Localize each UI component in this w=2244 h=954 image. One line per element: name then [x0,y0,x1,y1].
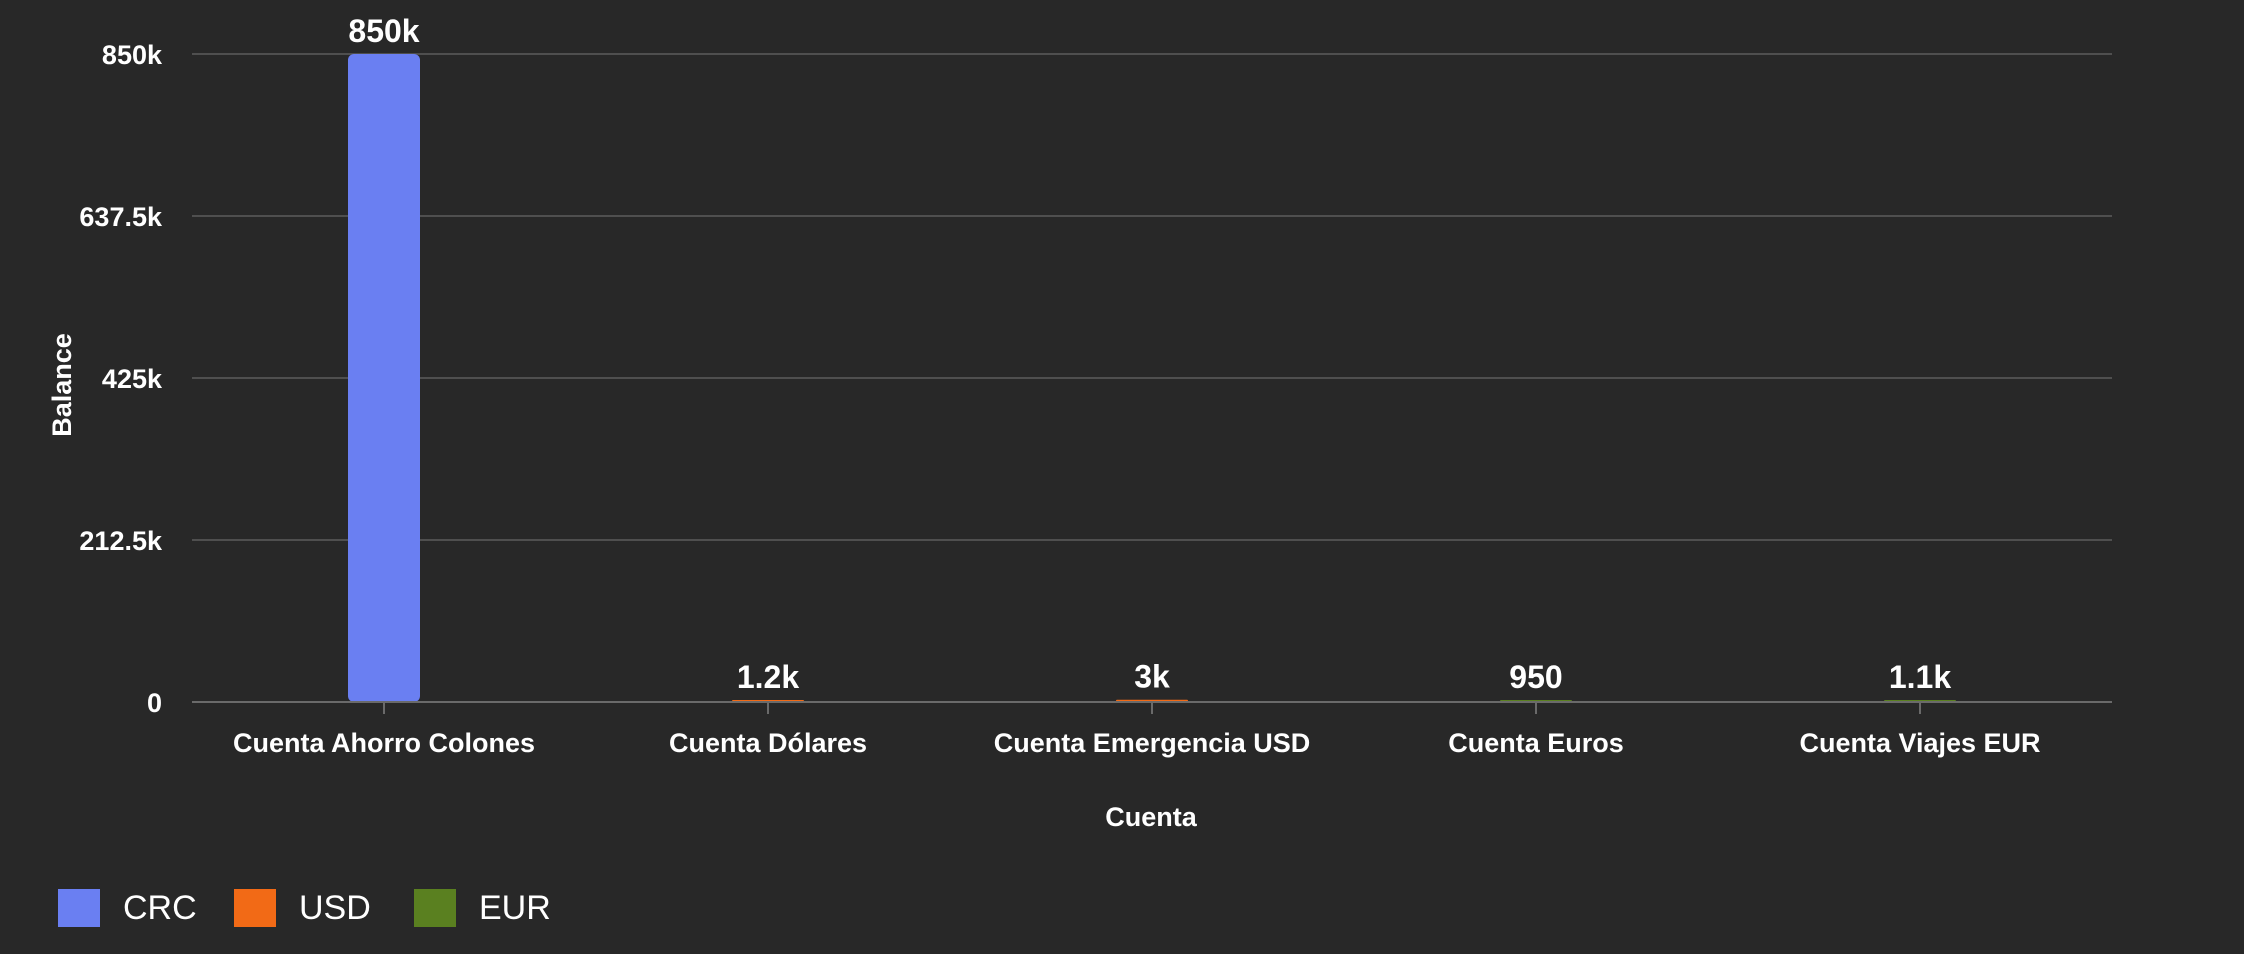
y-tick-label: 637.5k [79,202,163,232]
data-label: 850k [348,13,419,49]
y-axis-ticks: 0 212.5k 425k 637.5k 850k [79,40,163,718]
y-tick-label: 212.5k [79,526,163,556]
data-label: 950 [1509,659,1562,695]
legend-label-crc[interactable]: CRC [123,889,197,927]
x-axis-title: Cuenta [1105,802,1197,832]
data-label: 3k [1134,659,1170,695]
data-label: 1.2k [737,659,799,695]
legend-label-eur[interactable]: EUR [479,889,551,927]
y-tick-label: 0 [147,688,162,718]
x-tick-label: Cuenta Ahorro Colones [233,728,535,758]
bar-crc[interactable] [348,54,420,702]
legend-swatch-crc[interactable] [58,889,100,927]
y-tick-label: 850k [102,40,163,70]
data-label: 1.1k [1889,659,1951,695]
legend-swatch-eur[interactable] [414,889,456,927]
x-tick-label: Cuenta Emergencia USD [994,728,1311,758]
y-axis-title: Balance [47,333,77,437]
legend: CRC USD EUR [58,889,551,927]
y-tick-label: 425k [102,364,163,394]
x-tick-label: Cuenta Euros [1448,728,1624,758]
grid-lines [192,53,2112,541]
x-tick-label: Cuenta Dólares [669,728,867,758]
bars: 850k 1.2k 3k 950 1.1k [348,13,1956,702]
legend-label-usd[interactable]: USD [299,889,371,927]
legend-swatch-usd[interactable] [234,889,276,927]
x-axis-ticks: Cuenta Ahorro Colones Cuenta Dólares Cuent… [233,702,2041,758]
x-tick-label: Cuenta Viajes EUR [1799,728,2040,758]
